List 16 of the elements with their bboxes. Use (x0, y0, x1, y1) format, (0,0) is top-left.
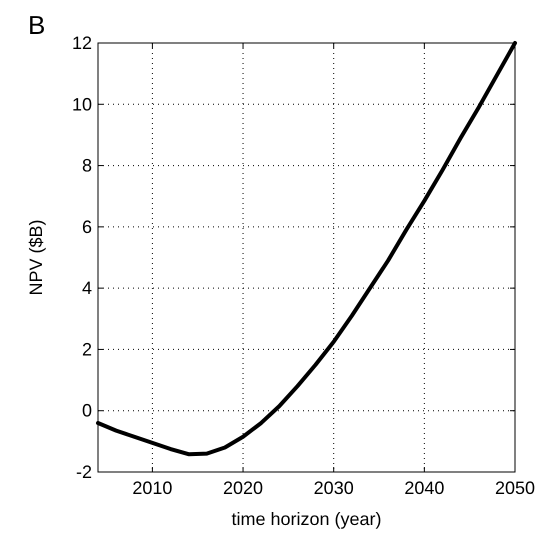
y-tick-label: 6 (82, 216, 92, 237)
y-tick-label: 8 (82, 156, 92, 176)
x-tick-label: 2050 (494, 478, 536, 498)
y-tick-label: 4 (82, 278, 92, 298)
x-tick-label: 2040 (404, 478, 444, 498)
x-tick-label: 2010 (132, 478, 172, 498)
y-tick-label: 12 (72, 33, 92, 53)
x-tick-label: 2030 (314, 478, 354, 498)
y-tick-label: 0 (82, 400, 92, 421)
y-tick-label: -2 (76, 462, 92, 482)
y-axis-title: NPV ($B) (26, 219, 46, 296)
y-tick-label: 2 (82, 339, 92, 360)
text: B (28, 10, 46, 40)
x-tick-label: 2020 (223, 478, 264, 498)
x-axis-title: time horizon (year) (231, 509, 382, 529)
y-tick-label: 10 (72, 94, 92, 114)
